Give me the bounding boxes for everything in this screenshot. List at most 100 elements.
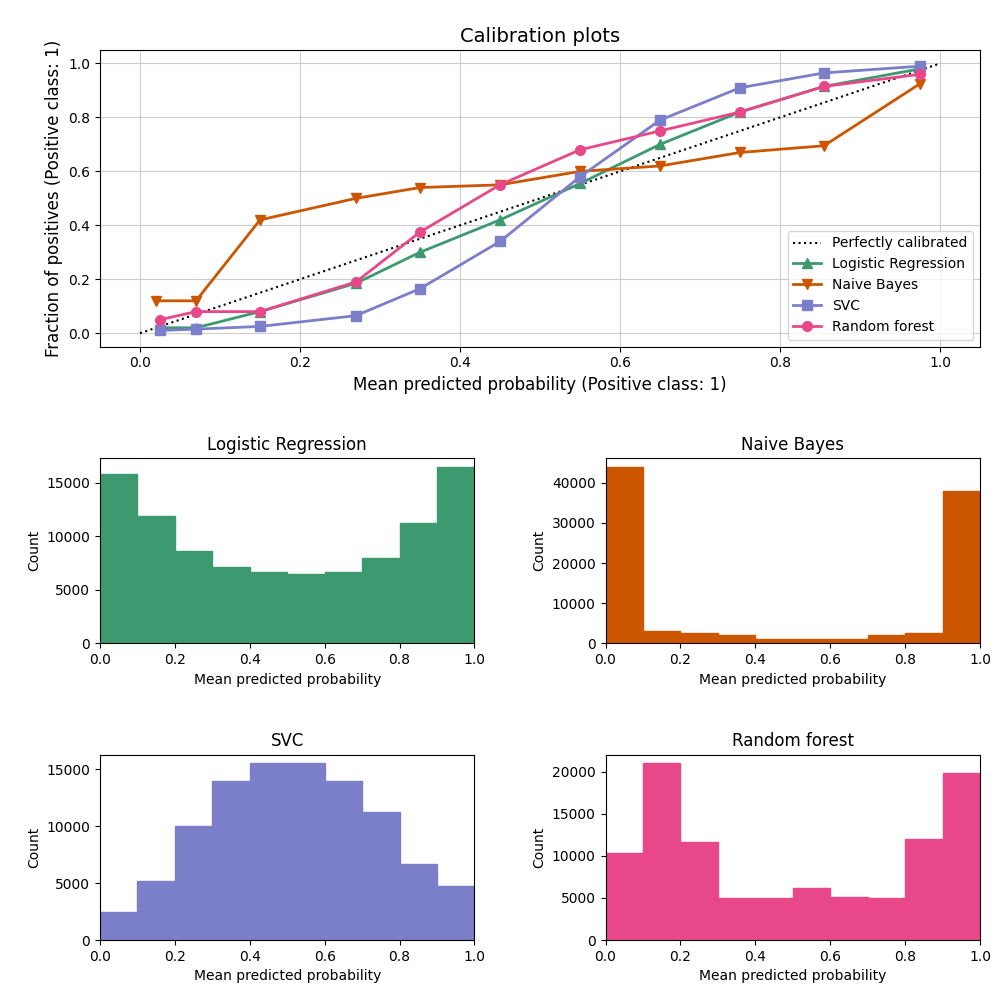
SVC (734, 82, 746, 94)
SVC (654, 114, 666, 126)
Naive Bayes (254, 214, 266, 226)
Bar (905, 839, 943, 940)
Bar (362, 558, 400, 643)
Title: Logistic Regression: Logistic Regression (207, 436, 367, 454)
Logistic Regression (414, 246, 426, 258)
Line: SVC: SVC (155, 61, 925, 335)
Y-axis label: Count: Count (532, 530, 546, 571)
X-axis label: Mean predicted probability (Positive class: 1): Mean predicted probability (Positive cla… (353, 376, 727, 394)
Naive Bayes (190, 295, 202, 307)
Bar (437, 467, 474, 643)
Bar (325, 572, 362, 643)
Bar (606, 467, 643, 643)
Title: Calibration plots: Calibration plots (460, 27, 620, 46)
Line: Naive Bayes: Naive Bayes (151, 79, 925, 306)
Y-axis label: Count: Count (27, 827, 41, 868)
Bar (437, 886, 474, 940)
SVC (190, 323, 202, 335)
Bar (250, 572, 287, 643)
Bar (212, 781, 250, 940)
Bar (287, 574, 325, 643)
SVC (494, 235, 506, 247)
Random forest (350, 276, 362, 288)
Logistic Regression (154, 322, 166, 334)
Bar (830, 639, 868, 643)
Bar (362, 812, 400, 940)
Bar (287, 763, 325, 940)
Line: Random forest: Random forest (155, 69, 925, 325)
Bar (175, 551, 212, 643)
Bar (943, 773, 980, 940)
SVC (914, 60, 926, 72)
Random forest (190, 306, 202, 318)
X-axis label: Mean predicted probability: Mean predicted probability (699, 673, 886, 687)
Random forest (494, 179, 506, 191)
SVC (350, 310, 362, 322)
Bar (905, 633, 943, 643)
Bar (606, 853, 643, 940)
Logistic Regression (914, 63, 926, 75)
Bar (100, 912, 137, 940)
Naive Bayes (150, 295, 162, 307)
Y-axis label: Count: Count (532, 827, 546, 868)
Bar (325, 781, 362, 940)
X-axis label: Mean predicted probability: Mean predicted probability (194, 969, 381, 983)
Bar (830, 897, 868, 940)
Naive Bayes (574, 165, 586, 177)
Logistic Regression (734, 106, 746, 118)
Random forest (818, 80, 830, 92)
Logistic Regression (350, 277, 362, 289)
Random forest (414, 226, 426, 238)
X-axis label: Mean predicted probability: Mean predicted probability (699, 969, 886, 983)
Bar (718, 898, 755, 940)
Random forest (734, 106, 746, 118)
SVC (574, 171, 586, 183)
Bar (718, 635, 755, 643)
Bar (868, 898, 905, 940)
Bar (100, 474, 137, 643)
Naive Bayes (914, 78, 926, 90)
Random forest (254, 306, 266, 318)
SVC (818, 67, 830, 79)
Bar (400, 864, 437, 940)
Bar (868, 635, 905, 643)
Bar (680, 842, 718, 940)
Legend: Perfectly calibrated, Logistic Regression, Naive Bayes, SVC, Random forest: Perfectly calibrated, Logistic Regressio… (788, 231, 973, 340)
Naive Bayes (494, 179, 506, 191)
Logistic Regression (574, 178, 586, 190)
Bar (793, 639, 830, 643)
SVC (154, 324, 166, 336)
Bar (212, 567, 250, 643)
Line: Logistic Regression: Logistic Regression (155, 64, 925, 333)
Naive Bayes (414, 182, 426, 194)
Logistic Regression (654, 138, 666, 150)
Logistic Regression (494, 214, 506, 226)
Bar (137, 881, 175, 940)
Logistic Regression (190, 322, 202, 334)
Bar (755, 898, 793, 940)
Title: Naive Bayes: Naive Bayes (741, 436, 844, 454)
Naive Bayes (818, 140, 830, 152)
Naive Bayes (350, 192, 362, 204)
Bar (137, 516, 175, 643)
X-axis label: Mean predicted probability: Mean predicted probability (194, 673, 381, 687)
Bar (643, 631, 680, 643)
Bar (793, 888, 830, 940)
Bar (643, 763, 680, 940)
Logistic Regression (254, 306, 266, 318)
Naive Bayes (734, 146, 746, 158)
Bar (175, 826, 212, 940)
Naive Bayes (654, 160, 666, 172)
Bar (755, 639, 793, 643)
Random forest (654, 125, 666, 137)
Y-axis label: Count: Count (27, 530, 41, 571)
Bar (680, 633, 718, 643)
Bar (943, 491, 980, 643)
Y-axis label: Fraction of positives (Positive class: 1): Fraction of positives (Positive class: 1… (45, 40, 63, 357)
Title: Random forest: Random forest (732, 732, 854, 750)
SVC (414, 283, 426, 295)
Title: SVC: SVC (271, 732, 304, 750)
Random forest (914, 68, 926, 80)
SVC (254, 320, 266, 332)
Bar (250, 763, 287, 940)
